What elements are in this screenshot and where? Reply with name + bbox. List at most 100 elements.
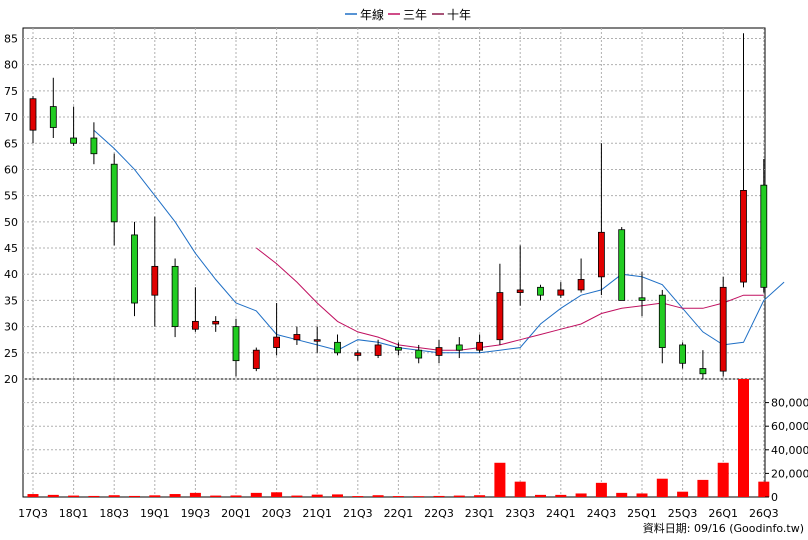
x-tick-label: 17Q3 (18, 507, 48, 520)
candle-body (374, 344, 382, 356)
candle-body (618, 229, 626, 301)
price-tick-label: 50 (4, 216, 18, 229)
candle-body (151, 265, 159, 296)
legend-label-year-line: 年線 (360, 7, 384, 22)
candle-body (70, 137, 77, 144)
volume-bars (27, 379, 770, 497)
price-tick-label: 85 (4, 32, 18, 45)
volume-bar (474, 495, 486, 497)
candle-body (455, 344, 463, 351)
x-tick-label: 22Q1 (384, 507, 414, 520)
price-tick-label: 30 (4, 321, 18, 334)
candle-body (131, 234, 138, 304)
candle-body (699, 368, 707, 375)
candle-body (415, 349, 423, 359)
volume-bar (230, 495, 242, 497)
volume-bar (189, 492, 201, 497)
volume-bar (494, 462, 506, 497)
x-axis-ticks: 17Q3 18Q1 18Q3 19Q1 19Q3 20Q1 20Q3 21Q1 21Q3 22Q1… (18, 507, 778, 520)
volume-axis-ticks: 0 20,000 40,000 60,000 80,000 (765, 397, 808, 504)
candle-body (394, 347, 402, 351)
candle-body (191, 320, 199, 330)
volume-bar (108, 495, 120, 497)
data-date-footer: 資料日期: 09/16 (Goodinfo.tw) (643, 521, 804, 535)
x-tick-label: 19Q1 (140, 507, 170, 520)
volume-bar (697, 479, 709, 497)
x-tick-label: 24Q1 (546, 507, 576, 520)
volume-bar (169, 494, 181, 497)
x-tick-label: 23Q1 (465, 507, 495, 520)
volume-bar (129, 495, 140, 497)
price-axis-ticks: 20 25 30 35 40 45 50 55 60 65 70 75 80 85 (4, 32, 18, 386)
moving-average-line (255, 247, 764, 351)
volume-bar (413, 496, 425, 497)
volume-bar (392, 496, 404, 497)
volume-bar (372, 495, 384, 497)
candle-body (313, 339, 321, 342)
x-tick-label: 26Q3 (749, 507, 779, 520)
volume-bar (352, 496, 364, 497)
x-tick-label: 19Q3 (181, 507, 211, 520)
candle-body (577, 279, 585, 291)
volume-bar (311, 494, 323, 497)
price-tick-label: 40 (4, 268, 18, 281)
x-tick-label: 18Q1 (59, 507, 89, 520)
x-tick-label: 23Q3 (505, 507, 535, 520)
candle-body (232, 326, 240, 362)
candle-body (476, 341, 484, 351)
candle-body (760, 184, 768, 288)
volume-tick-label: 20,000 (771, 467, 808, 480)
candle-body (679, 344, 686, 364)
volume-bar (47, 494, 59, 497)
candle-body (638, 297, 646, 301)
x-tick-label: 21Q1 (302, 507, 332, 520)
candle-body (557, 289, 565, 296)
candle-body (435, 347, 443, 356)
candle-body (740, 190, 747, 283)
candle-body (598, 231, 605, 278)
candle-body (293, 334, 301, 341)
price-tick-label: 60 (4, 163, 18, 176)
volume-bar (433, 495, 445, 497)
volume-bar (616, 492, 628, 497)
x-tick-label: 24Q3 (587, 507, 617, 520)
volume-bar (677, 491, 689, 497)
legend-label-ten-year: 十年 (447, 8, 471, 22)
volume-tick-label: 0 (771, 491, 778, 504)
candle-body (90, 137, 98, 155)
x-tick-label: 25Q3 (668, 507, 698, 520)
volume-bar (555, 494, 567, 497)
price-tick-label: 80 (4, 59, 18, 72)
candlesticks (29, 33, 768, 379)
volume-bar (149, 495, 161, 497)
x-tick-label: 26Q1 (708, 507, 738, 520)
candle-body (49, 106, 57, 128)
volume-tick-label: 40,000 (771, 444, 808, 457)
candle-body (719, 286, 727, 372)
chart-legend: 年線 三年 十年 (345, 7, 471, 22)
price-tick-label: 65 (4, 137, 18, 150)
plot-frame (22, 27, 766, 498)
price-tick-label: 35 (4, 294, 18, 307)
price-tick-label: 25 (4, 347, 18, 360)
candle-body (516, 289, 524, 293)
price-tick-label: 55 (4, 190, 18, 203)
price-tick-label: 75 (4, 85, 18, 98)
candle-body (252, 349, 260, 369)
candle-body (334, 341, 341, 354)
volume-bar (68, 495, 80, 497)
volume-bar (514, 481, 526, 497)
candle-body (496, 292, 504, 341)
x-tick-label: 22Q3 (424, 507, 454, 520)
volume-bar (88, 495, 100, 497)
x-tick-label: 18Q3 (99, 507, 129, 520)
candle-body (29, 98, 37, 131)
candle-body (212, 320, 220, 325)
volume-bar (738, 379, 749, 497)
candle-body (273, 336, 281, 348)
candle-body (354, 352, 362, 356)
volume-bar (332, 494, 343, 497)
volume-bar (210, 495, 222, 497)
volume-tick-label: 60,000 (771, 420, 808, 433)
price-tick-label: 70 (4, 111, 18, 124)
